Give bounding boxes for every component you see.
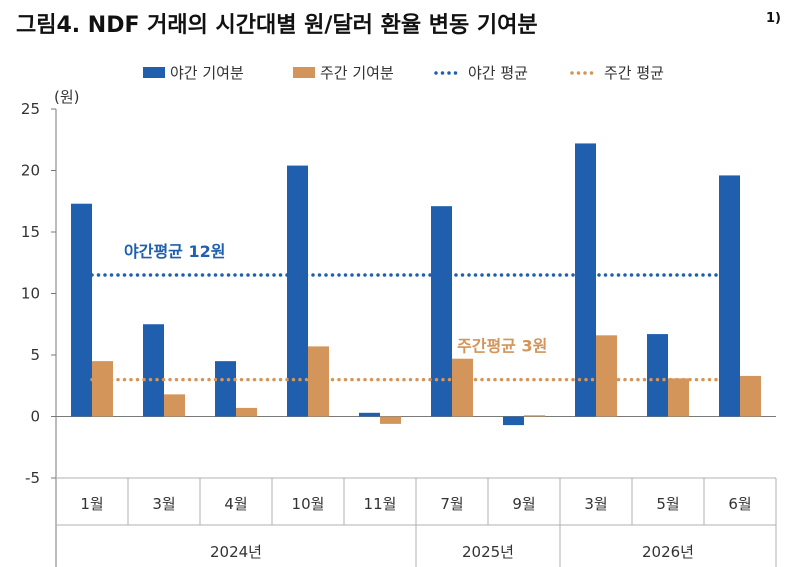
- day-contribution-bar: [236, 407, 257, 417]
- y-tick-label: 25: [21, 100, 40, 118]
- day-contribution-bar: [596, 335, 617, 417]
- y-tick-label: 20: [21, 162, 40, 180]
- legend-swatch-2: [293, 67, 315, 78]
- legend-label-4: 주간 평균: [604, 64, 664, 82]
- legend-label-2: 주간 기여분: [320, 64, 394, 82]
- night-average-label: 야간평균 12원: [124, 242, 225, 261]
- day-contribution-bar: [92, 361, 113, 417]
- chart-title-superscript: 1): [766, 11, 781, 26]
- chart-title: 그림4. NDF 거래의 시간대별 원/달러 환율 변동 기여분: [16, 13, 538, 38]
- category-label: 10월: [292, 495, 325, 513]
- category-label: 5월: [656, 495, 679, 513]
- night-contribution-bar: [719, 175, 740, 417]
- night-contribution-bar: [143, 324, 164, 417]
- category-label: 6월: [728, 495, 751, 513]
- day-contribution-bar: [524, 415, 545, 417]
- day-contribution-bar: [452, 358, 473, 417]
- y-tick-label: -5: [25, 469, 40, 487]
- y-tick-label: 15: [21, 223, 40, 241]
- legend-swatch-1: [143, 67, 165, 78]
- category-label: 1월: [80, 495, 103, 513]
- day-average-label: 주간평균 3원: [457, 337, 547, 356]
- night-contribution-bar: [359, 412, 380, 417]
- night-contribution-bar: [287, 165, 308, 417]
- y-tick-label: 10: [21, 285, 40, 303]
- category-label: 4월: [224, 495, 247, 513]
- day-contribution-bar: [740, 375, 761, 417]
- legend: 야간 기여분 주간 기여분 야간 평균 주간 평균: [143, 64, 664, 82]
- night-contribution-bar: [431, 206, 452, 417]
- legend-label-3: 야간 평균: [468, 64, 528, 82]
- year-label: 2024년: [210, 543, 262, 561]
- plot-area: -5 0 5 10 15 20 25 1월 3월 4월 10월 11월 7월 9월 3월 5월 6월 2024년 2…: [21, 100, 777, 567]
- day-contribution-bar: [308, 346, 329, 417]
- year-label: 2025년: [462, 543, 514, 561]
- day-contribution-bar: [380, 416, 401, 424]
- night-contribution-bar: [71, 203, 92, 417]
- day-contribution-bar: [164, 394, 185, 417]
- legend-label-1: 야간 기여분: [170, 64, 244, 82]
- night-contribution-bar: [503, 416, 524, 426]
- y-axis-unit: (원): [54, 88, 80, 106]
- y-tick-label: 5: [30, 346, 40, 364]
- category-label: 11월: [364, 495, 397, 513]
- year-label: 2026년: [642, 543, 694, 561]
- night-contribution-bar: [575, 143, 596, 417]
- category-label: 7월: [440, 495, 463, 513]
- category-label: 3월: [152, 495, 175, 513]
- category-label: 3월: [584, 495, 607, 513]
- day-contribution-bar: [668, 378, 689, 417]
- night-contribution-bar: [215, 361, 236, 417]
- category-label: 9월: [512, 495, 535, 513]
- y-tick-label: 0: [30, 408, 40, 426]
- night-contribution-bar: [647, 334, 668, 417]
